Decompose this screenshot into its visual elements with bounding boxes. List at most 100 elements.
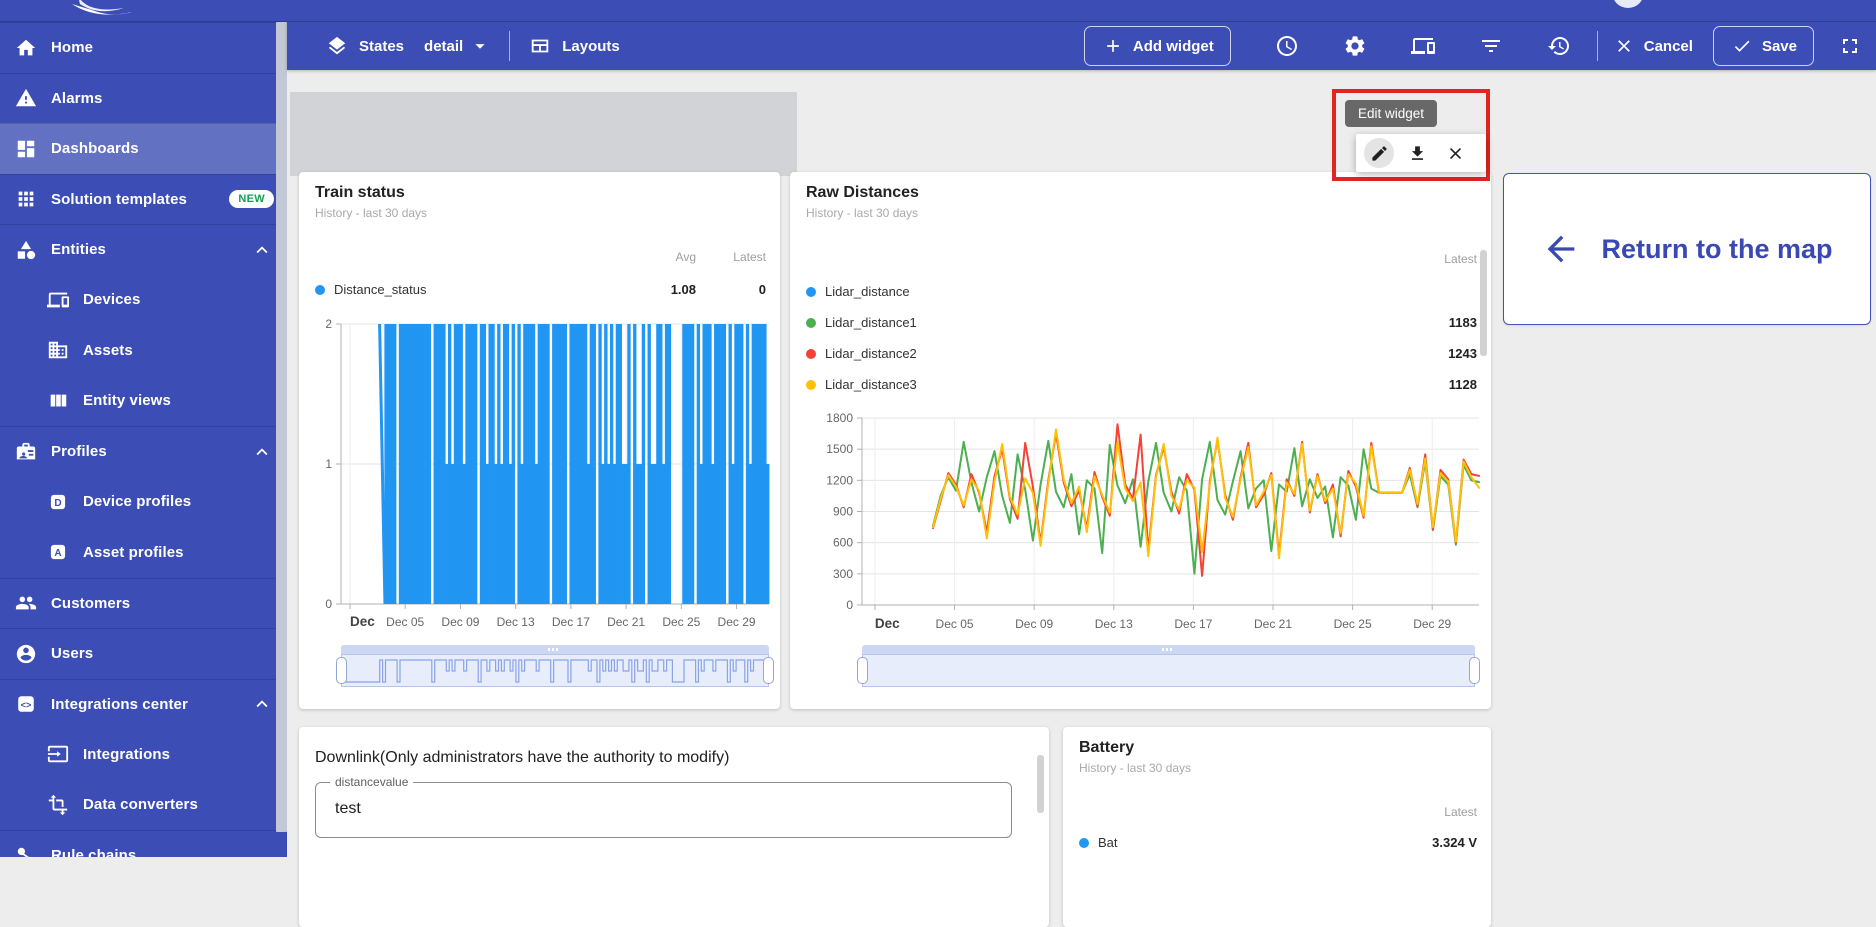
sidebar-item-label: Dashboards	[51, 140, 139, 158]
asset-profiles-icon: A	[47, 541, 69, 563]
layouts-icon	[528, 34, 552, 58]
navigator-right-handle[interactable]	[763, 657, 774, 684]
raw-chart-navigator[interactable]	[857, 645, 1480, 688]
legend-series-label[interactable]: Lidar_distance2	[825, 346, 917, 361]
sidebar-item-label: Integrations center	[51, 695, 188, 713]
train-chart-navigator[interactable]	[336, 645, 774, 688]
field-value: test	[335, 800, 361, 817]
sidebar-item-users[interactable]: Users	[0, 628, 287, 679]
edit-widget-icon[interactable]	[1364, 138, 1394, 168]
widget-train-status[interactable]: Train status History - last 30 days Avg L…	[299, 172, 780, 709]
sidebar-item-profiles[interactable]: Profiles	[0, 426, 287, 477]
widget-scrollbar[interactable]	[1037, 755, 1044, 813]
state-select-value[interactable]: detail	[424, 37, 464, 55]
sidebar-item-devices[interactable]: Devices	[0, 275, 287, 326]
widget-raw-distances[interactable]: Raw Distances History - last 30 days Lat…	[790, 172, 1491, 709]
fullscreen-icon[interactable]	[1838, 34, 1862, 58]
sidebar-item-label: Integrations	[83, 745, 171, 763]
navigator-track[interactable]	[341, 654, 769, 687]
sidebar-item-data-converters[interactable]: Data converters	[0, 780, 287, 831]
sidebar-item-assets[interactable]: Assets	[0, 325, 287, 376]
sidebar-item-entity-views[interactable]: Entity views	[0, 376, 287, 427]
navigator-left-handle[interactable]	[857, 657, 868, 684]
svg-text:1800: 1800	[826, 411, 853, 425]
svg-text:Dec 29: Dec 29	[718, 615, 756, 629]
sidebar-scrollbar[interactable]	[276, 22, 287, 832]
widget-battery[interactable]: Battery History - last 30 days Latest Ba…	[1063, 727, 1491, 927]
svg-text:Dec 17: Dec 17	[552, 615, 590, 629]
alarms-icon	[15, 87, 37, 109]
sidebar-item-label: Solution templates	[51, 190, 187, 208]
sidebar-item-integrations-center[interactable]: <> Integrations center	[0, 678, 287, 730]
legend-series-label[interactable]: Lidar_distance1	[825, 315, 917, 330]
legend-row: Lidar_distance1 1183	[806, 307, 1477, 338]
navigator-track[interactable]	[862, 654, 1475, 687]
time-window-icon[interactable]	[1275, 34, 1299, 58]
legend-column-header: Latest	[733, 250, 766, 264]
chevron-up-icon[interactable]	[251, 693, 273, 715]
dashboard-settings-icon[interactable]	[1343, 34, 1367, 58]
remove-widget-icon[interactable]	[1440, 138, 1470, 168]
navigator-left-handle[interactable]	[336, 657, 347, 684]
svg-text:0: 0	[325, 597, 332, 611]
sidebar-item-label: Entities	[51, 241, 106, 259]
assets-icon	[47, 339, 69, 361]
save-button[interactable]: Save	[1712, 26, 1814, 66]
widget-downlink[interactable]: Downlink(Only administrators have the au…	[299, 727, 1049, 927]
train-status-chart[interactable]: 0 1 2 Dec Dec 05 Dec 09 Dec 13 Dec 17 Dec 21 Dec …	[299, 316, 780, 638]
sidebar-navigation: Home Alarms Dashboards Solution templates NE…	[0, 22, 287, 857]
chevron-up-icon[interactable]	[251, 239, 273, 261]
legend-row: Lidar_distance3 1128	[806, 369, 1477, 400]
legend-dot-icon	[806, 286, 816, 297]
legend-series-label[interactable]: Lidar_distance	[825, 284, 910, 299]
download-widget-icon[interactable]	[1402, 138, 1432, 168]
sidebar-item-integrations[interactable]: Integrations	[0, 729, 287, 780]
sidebar-item-entities[interactable]: Entities	[0, 224, 287, 275]
filters-icon[interactable]	[1479, 34, 1503, 58]
cancel-button[interactable]: Cancel	[1612, 34, 1693, 58]
svg-text:600: 600	[833, 536, 853, 550]
user-avatar[interactable]	[1612, 0, 1644, 8]
svg-text:Dec 29: Dec 29	[1413, 617, 1451, 631]
navigator-grip[interactable]	[341, 645, 769, 654]
state-caret-down-icon[interactable]	[469, 35, 491, 57]
distancevalue-field[interactable]: distancevalue test	[315, 775, 1012, 838]
sidebar-item-solution-templates[interactable]: Solution templates NEW	[0, 173, 287, 225]
legend-row: Lidar_distance2 1243	[806, 338, 1477, 369]
svg-text:1: 1	[325, 457, 332, 471]
legend-series-label[interactable]: Bat	[1098, 835, 1118, 850]
svg-text:Dec 05: Dec 05	[936, 617, 974, 631]
svg-text:Dec: Dec	[875, 616, 900, 631]
navigator-right-handle[interactable]	[1469, 657, 1480, 684]
raw-distances-chart[interactable]: 0 300 600 900 1200 1500 1800 Dec Dec 05 Dec 09 Dec…	[790, 402, 1491, 642]
add-widget-button[interactable]: Add widget	[1083, 26, 1231, 66]
navigator-grip[interactable]	[862, 645, 1475, 654]
version-history-icon[interactable]	[1547, 34, 1571, 58]
entity-aliases-icon[interactable]	[1410, 34, 1435, 58]
check-icon	[1730, 34, 1754, 58]
svg-text:1200: 1200	[826, 473, 853, 487]
legend-series-label[interactable]: Distance_status	[334, 282, 427, 297]
chevron-up-icon[interactable]	[251, 441, 273, 463]
legend-dot-icon	[1079, 837, 1089, 848]
sidebar-item-home[interactable]: Home	[0, 22, 287, 73]
svg-text:A: A	[54, 548, 61, 559]
legend-series-value: 1243	[1448, 346, 1477, 361]
sidebar-item-rule-chains[interactable]: Rule chains	[0, 830, 287, 857]
layouts-button[interactable]: Layouts	[562, 37, 620, 55]
integrations-center-icon: <>	[15, 693, 37, 715]
legend-scrollbar[interactable]	[1480, 250, 1487, 356]
plus-icon	[1101, 34, 1125, 58]
return-to-map-button[interactable]: Return to the map	[1503, 173, 1871, 325]
sidebar-item-device-profiles[interactable]: D Device profiles	[0, 477, 287, 528]
svg-text:D: D	[54, 498, 61, 509]
sidebar-item-asset-profiles[interactable]: A Asset profiles	[0, 527, 287, 578]
dashboard-canvas: Train status History - last 30 days Avg L…	[287, 70, 1876, 927]
data-converters-icon	[47, 794, 69, 816]
sidebar-item-customers[interactable]: Customers	[0, 577, 287, 629]
states-label: States	[359, 37, 405, 55]
legend-series-label[interactable]: Lidar_distance3	[825, 377, 917, 392]
devices-icon	[47, 289, 69, 311]
sidebar-item-alarms[interactable]: Alarms	[0, 72, 287, 124]
sidebar-item-dashboards[interactable]: Dashboards	[0, 123, 287, 174]
